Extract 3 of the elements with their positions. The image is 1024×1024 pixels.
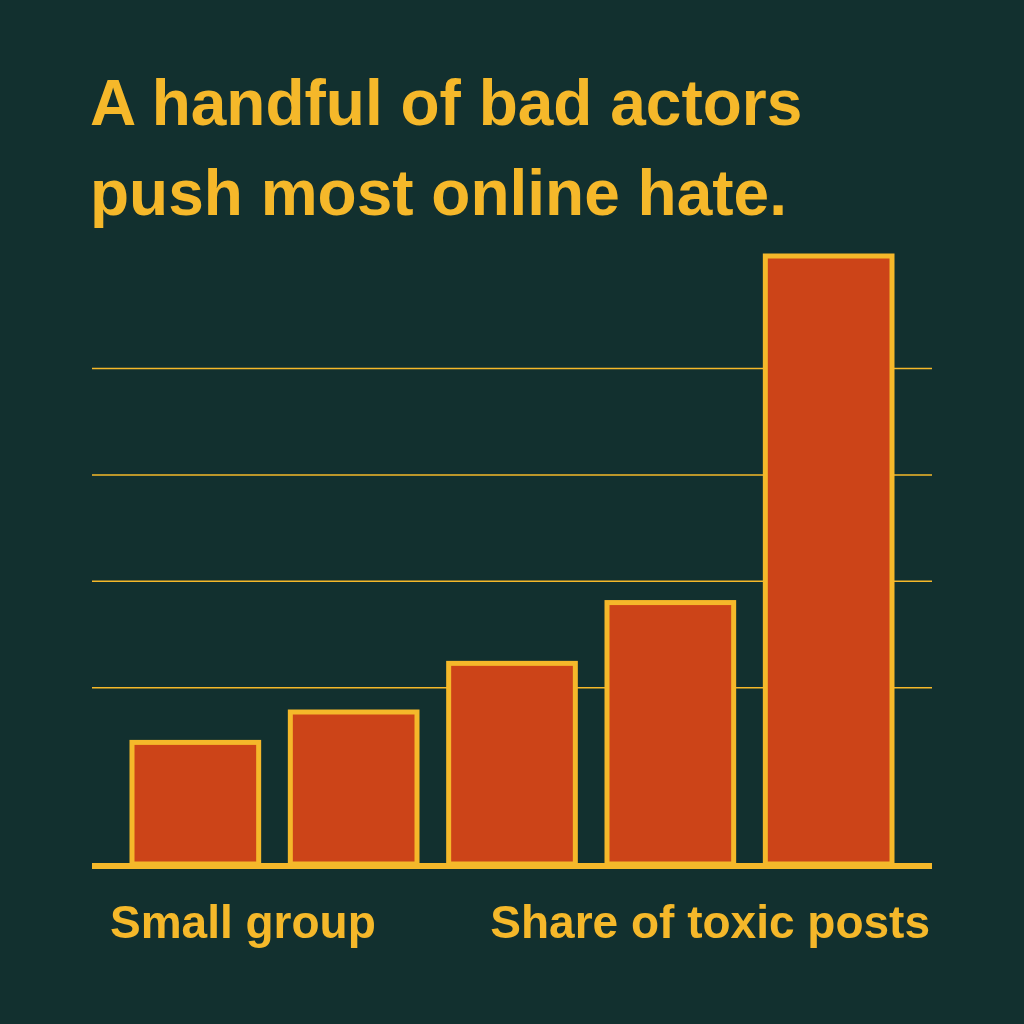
text: Small group <box>110 896 376 948</box>
chart-title: A handful of bad actors push most online hate. <box>90 67 803 229</box>
text: Share of toxic posts <box>490 896 930 948</box>
